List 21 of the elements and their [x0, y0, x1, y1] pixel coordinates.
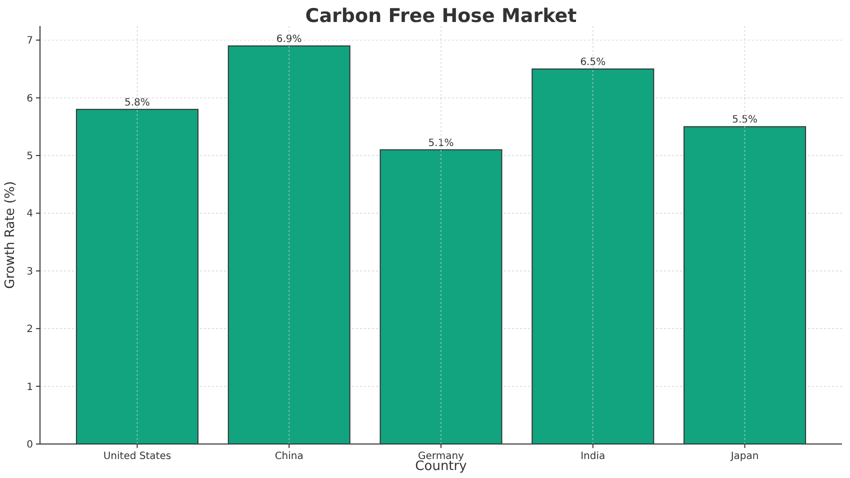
x-tick-label: India [580, 451, 606, 462]
data-label: 5.5% [732, 114, 758, 126]
y-tick-label: 6 [26, 93, 33, 104]
y-tick-label: 3 [26, 266, 33, 278]
x-tick-label: Japan [730, 451, 759, 462]
y-tick-label: 4 [26, 208, 33, 220]
data-label: 5.8% [124, 97, 150, 108]
x-tick-label: Germany [418, 451, 464, 462]
x-axis-title: Country [415, 459, 468, 474]
y-tick-label: 7 [26, 36, 33, 47]
y-axis-title: Growth Rate (%) [3, 181, 18, 289]
y-tick-label: 2 [26, 324, 33, 336]
x-tick-label: China [274, 451, 304, 462]
chart-title: Carbon Free Hose Market [305, 5, 577, 27]
data-label: 6.9% [276, 34, 302, 45]
data-label: 5.1% [428, 138, 454, 149]
y-tick-label: 5 [26, 151, 33, 162]
y-tick-label: 0 [26, 440, 33, 450]
y-tick-label: 1 [26, 382, 33, 393]
x-tick-label: United States [103, 451, 172, 462]
data-label: 6.5% [580, 56, 606, 68]
